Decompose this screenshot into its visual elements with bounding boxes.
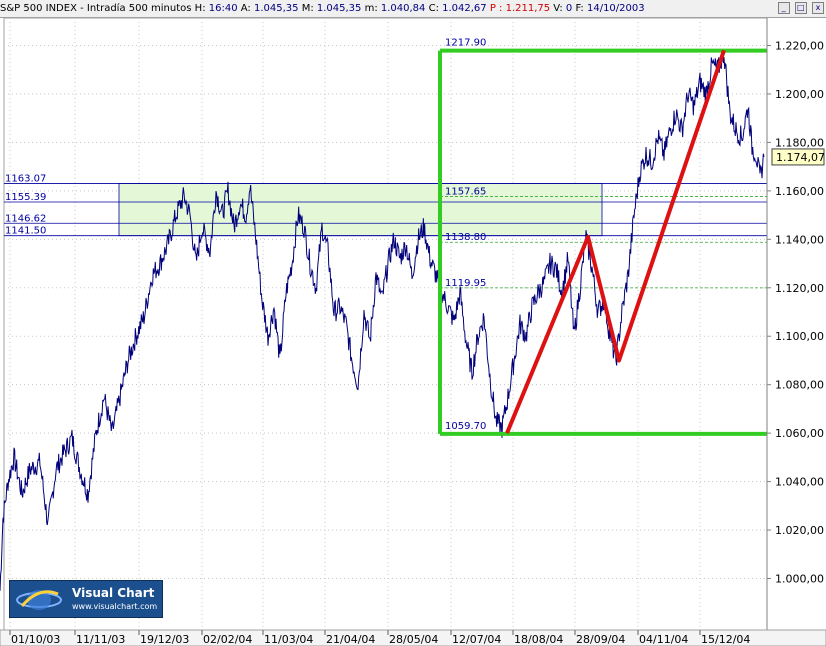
date-axis-label: 21/04/04 <box>326 633 375 646</box>
price-axis-label: 1.080,00 <box>775 379 824 392</box>
price-axis-label: 1.020,00 <box>775 524 824 537</box>
price-axis-label: 1.160,00 <box>775 185 824 198</box>
date-axis-label: 18/08/04 <box>514 633 563 646</box>
stat-value: 0 <box>565 3 573 14</box>
chart-title: S&P 500 INDEX - Intradía 500 minutos <box>0 3 192 14</box>
price-axis-label: 1.060,00 <box>775 427 824 440</box>
stat-value: 1.045,35 <box>316 3 362 14</box>
price-axis-label: 1.140,00 <box>775 233 824 246</box>
close-button[interactable]: x <box>812 2 824 14</box>
stat-label: V: <box>550 3 566 14</box>
ohlc-stats: H: 16:40 A: 1.045,35 M: 1.045,35 m: 1.04… <box>195 3 645 14</box>
stat-value: 1.042,67 <box>442 3 487 14</box>
green-box-top-label: 1217.90 <box>445 38 486 49</box>
blue-level-label: 1163.07 <box>5 173 46 184</box>
date-axis-label: 12/07/04 <box>452 633 501 646</box>
minimize-button[interactable]: _ <box>777 2 790 14</box>
date-axis-bar <box>0 629 826 646</box>
date-axis-label: 28/09/04 <box>576 633 625 646</box>
date-axis-label: 11/11/03 <box>76 633 125 646</box>
window-controls: _ □ x <box>776 2 824 14</box>
maximize-button[interactable]: □ <box>794 2 807 14</box>
price-axis-label: 1.000,00 <box>775 573 824 586</box>
logo-title: Visual Chart <box>72 586 155 600</box>
stat-value: 1.040,84 <box>380 3 426 14</box>
price-axis-label: 1.040,00 <box>775 476 824 489</box>
visual-chart-logo: Visual Chart www.visualchart.com <box>9 580 163 618</box>
stat-label: P : <box>486 3 506 14</box>
stat-label: C: <box>425 3 443 14</box>
plot-area <box>3 17 768 631</box>
price-axis-label: 1.220,00 <box>775 40 824 53</box>
red-zigzag-line <box>505 49 726 434</box>
blue-level-label: 1146.62 <box>5 213 46 224</box>
date-axis-label: 15/12/04 <box>701 633 750 646</box>
fib-level-label: 1119.95 <box>445 278 486 289</box>
last-value-label: 1.174,07 <box>776 151 825 164</box>
date-axis-label: 11/03/04 <box>264 633 313 646</box>
stat-label: M: <box>298 3 317 14</box>
stat-value: 1.211,75 <box>505 3 551 14</box>
stat-value: 14/10/2003 <box>586 3 645 14</box>
stat-label: A: <box>237 3 254 14</box>
price-axis-label: 1.200,00 <box>775 88 824 101</box>
stat-label: m: <box>361 3 381 14</box>
last-value-box <box>771 148 825 166</box>
price-axis-label: 1.100,00 <box>775 330 824 343</box>
logo-url: www.visualchart.com <box>72 602 158 611</box>
stat-label: H: <box>194 3 209 14</box>
stat-value: 16:40 <box>208 3 238 14</box>
price-axis-label: 1.180,00 <box>775 136 824 149</box>
resistance-zone <box>118 183 603 237</box>
green-box-bottom-label: 1059.70 <box>445 421 486 432</box>
date-axis-label: 19/12/03 <box>140 633 189 646</box>
blue-level-label: 1155.39 <box>5 192 46 203</box>
fib-level-label: 1157.65 <box>445 187 486 198</box>
fib-level-label: 1138.80 <box>445 232 486 243</box>
date-axis-label: 02/02/04 <box>203 633 252 646</box>
date-axis-label: 01/10/03 <box>11 633 60 646</box>
price-series-line <box>0 49 765 591</box>
date-axis-label: 28/05/04 <box>389 633 438 646</box>
stat-label: F: <box>572 3 587 14</box>
blue-level-label: 1141.50 <box>5 226 46 237</box>
date-axis-label: 04/11/04 <box>639 633 688 646</box>
visual-chart-logo-icon <box>16 590 62 610</box>
chart-titlebar: S&P 500 INDEX - Intradía 500 minutos H: … <box>0 0 826 18</box>
price-axis-label: 1.120,00 <box>775 282 824 295</box>
stat-value: 1.045,35 <box>253 3 299 14</box>
